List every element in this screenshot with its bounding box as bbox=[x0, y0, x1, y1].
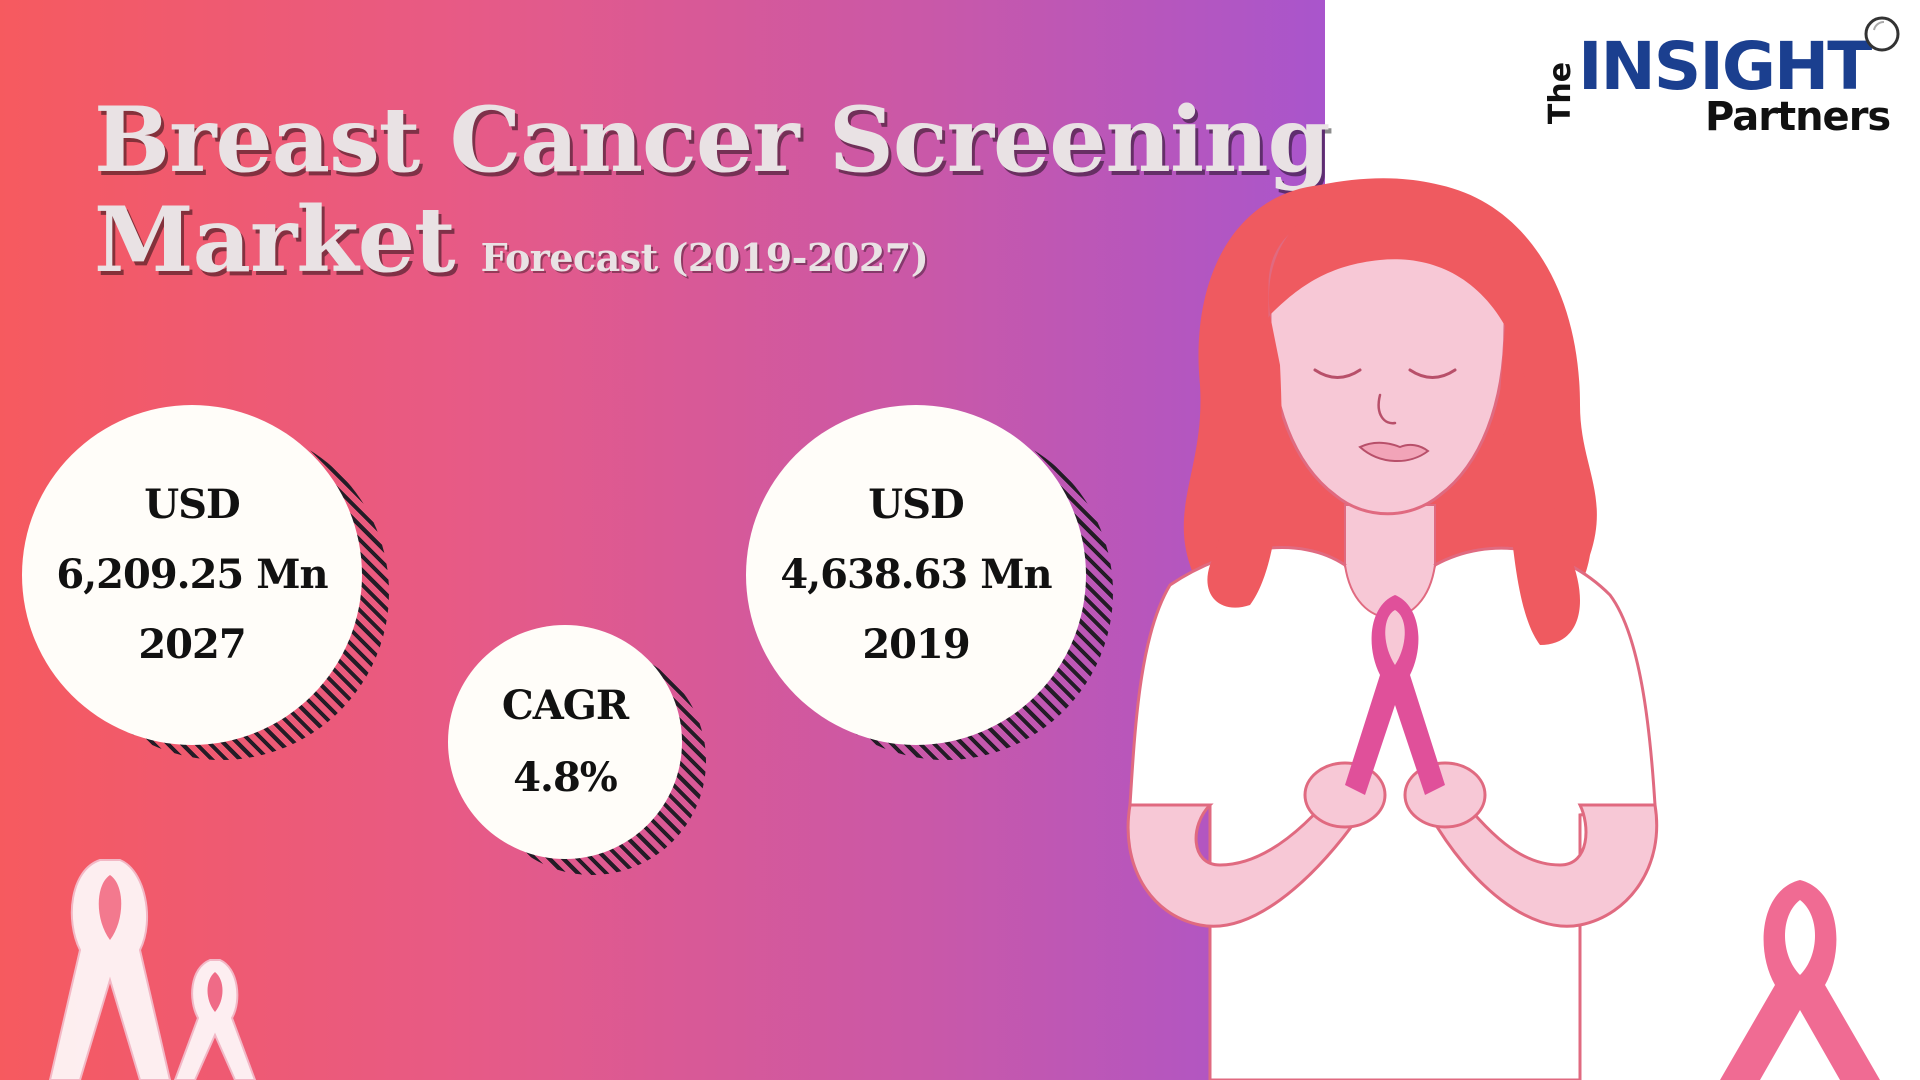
stat-2019-year: 2019 bbox=[862, 621, 970, 668]
stat-bubble-cagr-circle: CAGR 4.8% bbox=[448, 625, 682, 859]
title-line-1: Breast Cancer Screening bbox=[94, 87, 1331, 193]
pink-ribbon-icon bbox=[1345, 595, 1445, 795]
stat-bubble-2027: USD 6,209.25 Mn 2027 bbox=[22, 405, 392, 775]
stat-2027-currency: USD bbox=[144, 481, 240, 528]
forecast-subtitle: Forecast (2019-2027) bbox=[480, 235, 929, 280]
pink-ribbon-decoration-icon bbox=[1720, 880, 1880, 1080]
hair-right bbox=[1500, 325, 1580, 645]
logo-partners: Partners bbox=[1705, 94, 1891, 140]
stat-bubble-2019: USD 4,638.63 Mn 2019 bbox=[746, 405, 1116, 775]
hair-left bbox=[1207, 315, 1282, 608]
stat-bubble-2027-circle: USD 6,209.25 Mn 2027 bbox=[22, 405, 362, 745]
stat-2027-amount: 6,209.25 Mn bbox=[56, 551, 328, 598]
woman-illustration bbox=[1126, 178, 1659, 1080]
stat-2027-year: 2027 bbox=[138, 621, 246, 668]
stat-cagr-label: CAGR bbox=[501, 682, 629, 729]
left-eye bbox=[1313, 368, 1362, 379]
logo-insight: INSIGHT bbox=[1578, 28, 1872, 105]
stat-2019-amount: 4,638.63 Mn bbox=[780, 551, 1052, 598]
white-ribbon-icon bbox=[48, 859, 172, 1080]
ribbon-decoration-left bbox=[48, 859, 257, 1080]
lips bbox=[1358, 441, 1430, 463]
stat-2019-currency: USD bbox=[868, 481, 964, 528]
left-arm bbox=[1126, 782, 1362, 928]
stat-bubble-cagr: CAGR 4.8% bbox=[448, 625, 718, 885]
magnifier-icon bbox=[1864, 16, 1900, 52]
right-arm bbox=[1428, 782, 1659, 928]
title-line-2-row: Market Forecast (2019-2027) bbox=[94, 190, 1294, 290]
hair-bangs bbox=[1268, 189, 1512, 335]
right-hand bbox=[1403, 761, 1487, 829]
nose bbox=[1377, 393, 1397, 425]
left-hand bbox=[1303, 761, 1387, 829]
right-eye bbox=[1408, 368, 1457, 379]
stat-bubble-2019-circle: USD 4,638.63 Mn 2019 bbox=[746, 405, 1086, 745]
title-line-2: Market bbox=[94, 187, 456, 293]
title-block: Breast Cancer Screening Market Forecast … bbox=[94, 87, 1331, 290]
ribbon-decoration-right bbox=[1720, 880, 1880, 1080]
small-white-ribbon-icon bbox=[173, 959, 257, 1080]
insight-partners-logo: The INSIGHT Partners bbox=[1540, 16, 1910, 145]
stat-cagr-value: 4.8% bbox=[513, 754, 618, 801]
